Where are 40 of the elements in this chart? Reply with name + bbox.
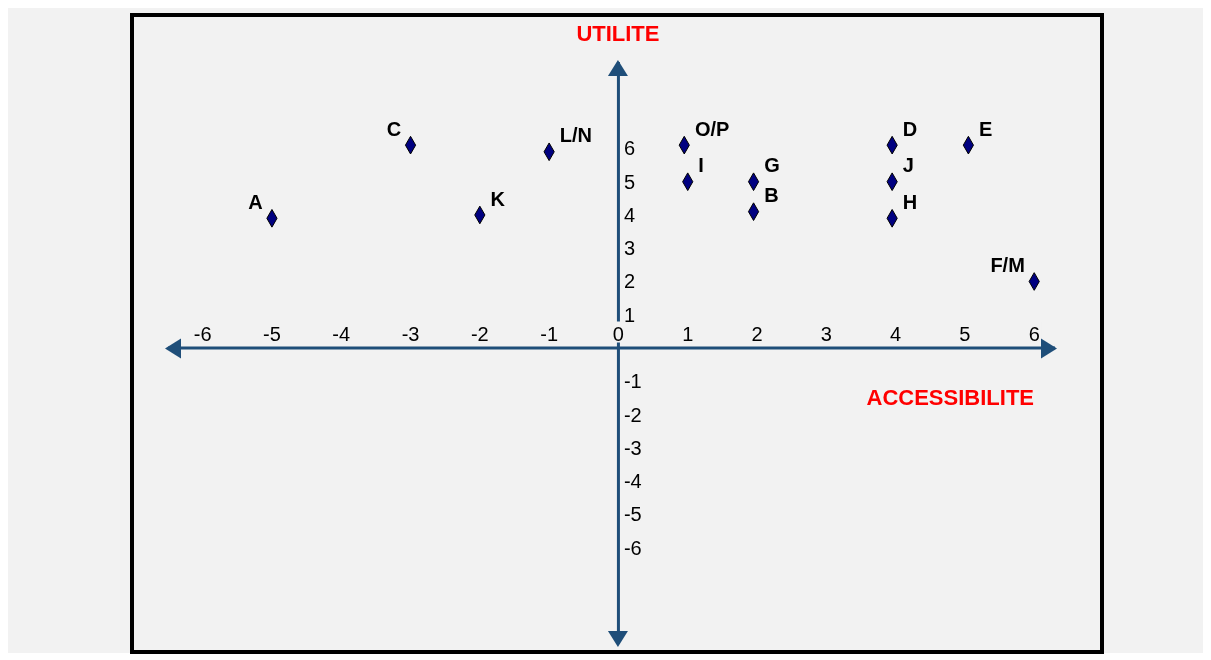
y-axis-title: UTILITE xyxy=(575,21,661,47)
y-tick-label: -5 xyxy=(623,503,642,526)
data-label: G xyxy=(764,154,780,177)
data-label: E xyxy=(979,117,993,140)
x-axis-title: ACCESSIBILITE xyxy=(866,384,1034,411)
y-tick-label: -6 xyxy=(623,536,642,559)
x-tick-label: -2 xyxy=(470,322,489,345)
x-tick-label: 6 xyxy=(1028,322,1040,345)
y-tick-label: 6 xyxy=(623,137,636,160)
y-tick-label: -4 xyxy=(623,470,642,493)
data-label: K xyxy=(490,187,506,210)
x-tick-label: 3 xyxy=(820,322,832,345)
data-label: J xyxy=(902,154,914,177)
data-label: A xyxy=(248,190,263,213)
x-tick-label: -3 xyxy=(401,322,420,345)
y-tick-label: -3 xyxy=(623,436,642,459)
data-label: H xyxy=(902,190,918,213)
y-tick-label: -1 xyxy=(623,370,642,393)
x-tick-label: 0 xyxy=(612,322,624,345)
x-tick-label: 4 xyxy=(890,322,902,345)
y-tick-label: 5 xyxy=(623,170,636,193)
data-label: C xyxy=(386,117,402,140)
x-tick-label: 1 xyxy=(682,322,694,345)
data-label: I xyxy=(698,154,704,177)
x-tick-label: 2 xyxy=(751,322,763,345)
x-tick-label: -5 xyxy=(263,322,281,345)
x-tick-label: 5 xyxy=(959,322,971,345)
x-tick-label: -1 xyxy=(540,322,559,345)
data-label: L/N xyxy=(559,124,592,147)
x-tick-label: -4 xyxy=(332,322,351,345)
data-label: O/P xyxy=(694,117,730,140)
y-tick-label: 3 xyxy=(623,237,636,260)
y-tick-label: 1 xyxy=(623,303,636,326)
data-label: D xyxy=(902,117,918,140)
x-tick-label: -6 xyxy=(193,322,212,345)
y-tick-label: -2 xyxy=(623,403,642,426)
y-tick-label: 2 xyxy=(623,270,636,293)
data-label: F/M xyxy=(990,254,1025,277)
y-tick-label: 4 xyxy=(623,203,636,226)
data-label: B xyxy=(764,184,779,207)
